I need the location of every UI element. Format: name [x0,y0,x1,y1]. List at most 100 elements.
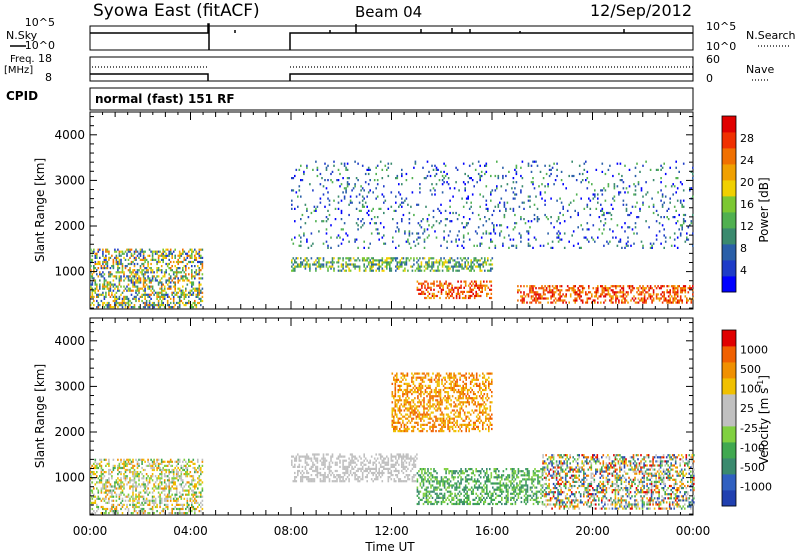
echo-cell [174,293,176,296]
echo-cell [676,287,679,290]
echo-cell [536,297,539,300]
echo-cell [411,478,414,481]
echo-cell [646,191,649,194]
echo-cell [363,259,365,262]
echo-cell [562,213,564,217]
echo-cell [461,259,463,262]
echo-cell [322,257,325,260]
echo-cell [420,263,423,266]
echo-cell [612,301,614,304]
echo-cell [139,252,142,255]
echo-cell [150,466,152,470]
echo-cell [467,181,469,184]
echo-cell [93,304,95,307]
echo-cell [348,257,350,260]
echo-cell [106,250,109,253]
echo-cell [386,257,388,260]
echo-cell [657,297,659,300]
echo-cell [396,476,399,479]
echo-cell [169,471,172,474]
echo-cell [453,187,456,190]
echo-cell [162,252,164,255]
echo-cell [163,256,166,259]
echo-cell [346,469,349,473]
echo-cell [465,267,468,270]
echo-cell [189,497,192,500]
echo-cell [395,480,397,483]
echo-cell [399,455,402,458]
echo-cell [322,193,325,196]
echo-cell [135,481,137,484]
echo-cell [291,269,293,272]
echo-cell [569,216,572,219]
echo-cell [325,228,328,231]
echo-cell [464,263,466,266]
echo-cell [133,281,136,284]
echo-cell [667,301,670,304]
echo-cell [195,493,198,496]
echo-cell [325,187,328,190]
echo-cell [136,499,139,502]
echo-cell [194,485,196,488]
echo-cell [132,505,134,509]
echo-cell [322,242,325,245]
echo-cell [478,284,480,287]
echo-cell [141,287,143,290]
echo-cell [431,496,434,499]
echo-cell [96,254,98,257]
echo-cell [670,244,673,247]
echo-cell [363,265,365,268]
echo-cell [401,220,403,223]
echo-cell [118,281,121,284]
echo-cell [440,496,443,499]
echo-cell [102,271,104,274]
echo-cell [577,211,579,215]
echo-cell [487,292,490,295]
echo-cell [399,453,402,456]
echo-cell [133,471,136,474]
echo-cell [159,462,161,465]
echo-cell [195,271,198,274]
echo-cell [191,265,193,268]
echo-cell [132,466,134,470]
echo-cell [313,463,316,466]
echo-cell [396,226,399,229]
echo-cell [483,280,485,283]
echo-cell [322,259,325,262]
echo-cell [640,189,643,192]
echo-cell [464,484,467,487]
echo-cell [304,457,307,460]
echo-cell [527,238,530,241]
echo-cell [387,162,390,165]
echo-cell [138,510,140,513]
echo-cell [94,501,97,504]
echo-cell [130,262,133,266]
echo-cell [123,458,125,461]
echo-cell [121,269,124,272]
echo-cell [667,291,670,294]
echo-cell [345,469,347,473]
echo-cell [111,265,113,268]
echo-cell [378,261,380,264]
echo-cell [166,279,169,282]
echo-cell [118,267,121,270]
echo-cell [186,462,189,465]
echo-cell [171,460,173,463]
echo-cell [627,213,629,217]
echo-cell [138,499,140,502]
echo-cell [328,265,331,268]
echo-cell [660,242,662,245]
echo-cell [367,257,370,260]
echo-cell [427,500,429,504]
echo-cell [597,297,599,300]
echo-cell [291,207,293,210]
echo-cell [147,271,149,274]
echo-cell [675,291,677,294]
echo-cell [355,474,358,477]
echo-cell [157,475,160,478]
echo-cell [430,490,432,493]
echo-cell [491,240,494,243]
echo-cell [398,265,400,268]
echo-cell [452,267,454,270]
echo-cell [195,256,198,259]
